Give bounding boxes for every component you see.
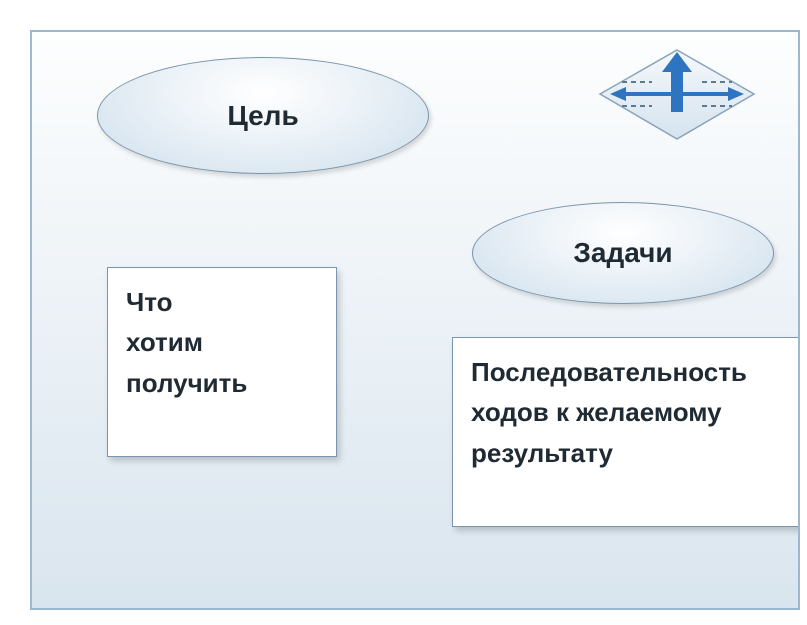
ellipse-goal-label: Цель xyxy=(227,100,298,132)
ellipse-goal: Цель xyxy=(97,57,429,174)
diagram-outer-frame: Цель Задачи Что хотим получить Последова… xyxy=(30,30,800,610)
box-steps-text: Последовательность ходов к желаемому рез… xyxy=(453,338,765,487)
ellipse-tasks-label: Задачи xyxy=(573,237,672,269)
box-steps: Последовательность ходов к желаемому рез… xyxy=(452,337,800,527)
box-want: Что хотим получить xyxy=(107,267,337,457)
box-want-text: Что хотим получить xyxy=(108,268,265,417)
ellipse-tasks: Задачи xyxy=(472,202,774,304)
move-icon xyxy=(592,42,762,147)
